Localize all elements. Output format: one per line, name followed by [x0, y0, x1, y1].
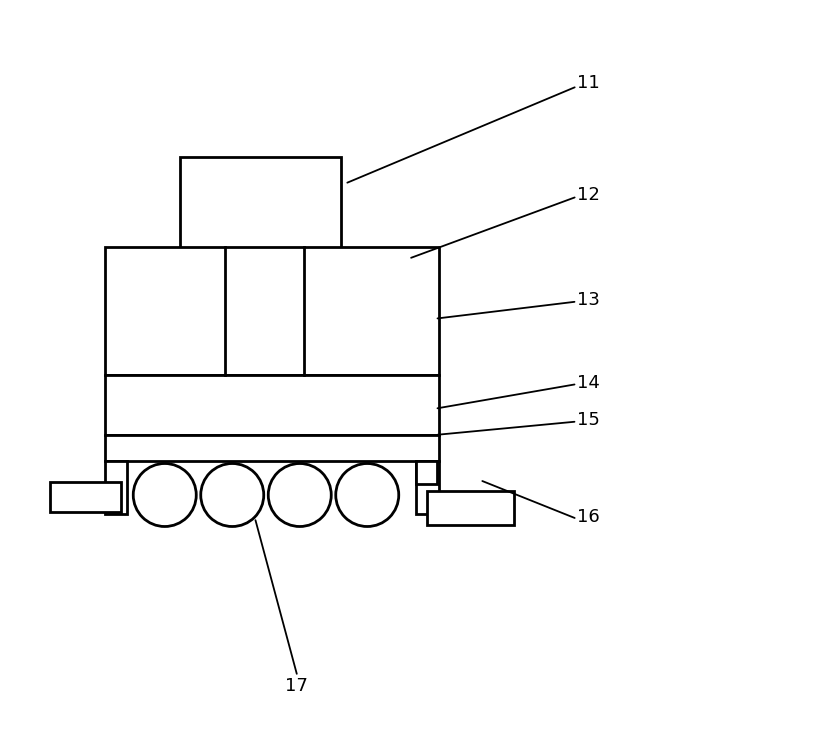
Bar — [416, 461, 437, 484]
Text: 11: 11 — [577, 74, 600, 92]
Text: 12: 12 — [577, 186, 600, 204]
Bar — [105, 248, 439, 375]
Bar — [105, 375, 439, 435]
Bar — [416, 461, 439, 514]
Text: 13: 13 — [577, 291, 600, 309]
Text: 17: 17 — [284, 677, 307, 695]
Bar — [180, 158, 341, 285]
Text: 16: 16 — [577, 509, 600, 526]
Text: 15: 15 — [577, 411, 600, 429]
Bar — [105, 435, 439, 461]
Text: 14: 14 — [577, 374, 600, 392]
Bar — [105, 461, 127, 514]
Bar — [427, 491, 514, 525]
Bar — [50, 482, 121, 512]
